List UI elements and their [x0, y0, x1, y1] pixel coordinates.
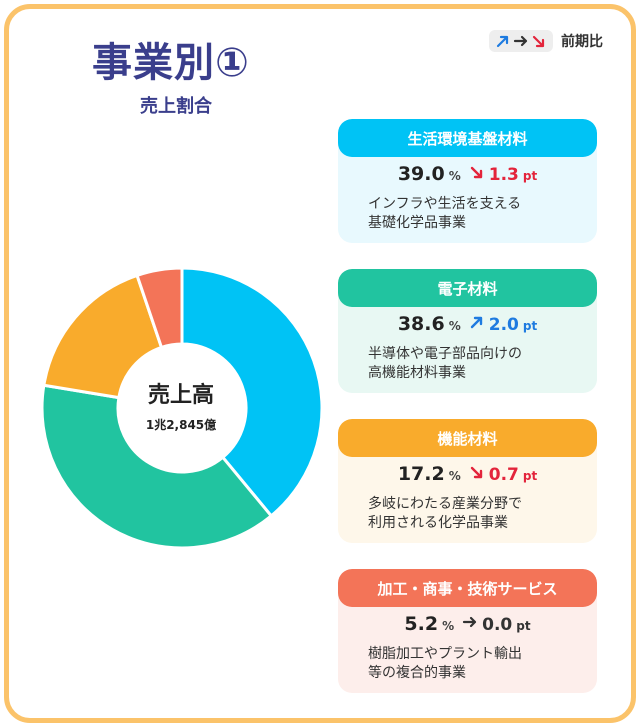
segment-name: 生活環境基盤材料 — [338, 119, 597, 157]
segment-change-unit: pt — [522, 469, 538, 483]
donut-center: 売上高 1兆2,845億 — [121, 382, 241, 433]
up-arrow-icon — [496, 35, 509, 48]
segment-stat: 17.2 % 0.7 pt — [368, 463, 583, 493]
segment-share: 38.6 — [397, 313, 445, 335]
donut-slice-1 — [180, 266, 324, 518]
segment-description: 多岐にわたる産業分野で 利用される化学品事業 — [368, 496, 522, 531]
legend-label: 前期比 — [561, 34, 603, 50]
segment-change: 1.3 — [488, 165, 519, 185]
segment-card: 加工・商事・技術サービス 5.2 % 0.0 pt 樹脂加工やプラント輸出 等の… — [338, 569, 597, 693]
page-subtitle: 売上割合 — [140, 96, 212, 117]
segment-body: 38.6 % 2.0 pt 半導体や電子部品向けの 高機能材料事業 — [338, 307, 597, 393]
segment-card: 電子材料 38.6 % 2.0 pt 半導体や電子部品向けの 高機能材料事業 — [338, 269, 597, 393]
segment-stat: 38.6 % 2.0 pt — [368, 313, 583, 343]
flat-arrow-icon — [513, 35, 528, 47]
page-title: 事業別① — [92, 40, 250, 86]
segment-name: 機能材料 — [338, 419, 597, 457]
segment-name: 電子材料 — [338, 269, 597, 307]
segment-body: 39.0 % 1.3 pt インフラや生活を支える 基礎化学品事業 — [338, 157, 597, 243]
donut-slice-3 — [42, 273, 164, 400]
sales-donut-chart — [40, 266, 324, 550]
flat-arrow-icon — [463, 616, 477, 628]
segment-body: 17.2 % 0.7 pt 多岐にわたる産業分野で 利用される化学品事業 — [338, 457, 597, 543]
segment-stat: 39.0 % 1.3 pt — [368, 163, 583, 193]
segment-card: 生活環境基盤材料 39.0 % 1.3 pt インフラや生活を支える 基礎化学品… — [338, 119, 597, 243]
segment-name: 加工・商事・技術サービス — [338, 569, 597, 607]
donut-slice-2 — [40, 383, 274, 550]
segment-share-unit: % — [442, 619, 455, 633]
segment-share: 17.2 — [397, 463, 445, 485]
segment-change-unit: pt — [516, 619, 531, 633]
change-legend: 前期比 — [489, 29, 603, 53]
segment-share-unit: % — [448, 169, 461, 183]
segment-share-unit: % — [448, 319, 461, 333]
segment-change: 0.7 — [488, 465, 519, 485]
segment-change: 2.0 — [488, 315, 519, 335]
up-arrow-icon — [470, 316, 482, 329]
down-arrow-icon — [532, 35, 545, 48]
segment-description: 半導体や電子部品向けの 高機能材料事業 — [368, 346, 522, 381]
center-value: 1兆2,845億 — [145, 418, 217, 432]
center-title: 売上高 — [147, 383, 214, 408]
down-arrow-icon — [470, 166, 482, 179]
legend-arrows — [489, 30, 553, 52]
segment-body: 5.2 % 0.0 pt 樹脂加工やプラント輸出 等の複合的事業 — [338, 607, 597, 693]
segment-share-unit: % — [448, 469, 461, 483]
segment-share: 5.2 — [404, 613, 439, 635]
segment-stat: 5.2 % 0.0 pt — [368, 613, 583, 643]
segment-description: 樹脂加工やプラント輸出 等の複合的事業 — [368, 646, 522, 681]
segment-change-unit: pt — [522, 319, 538, 333]
segment-share: 39.0 — [397, 163, 445, 185]
segment-description: インフラや生活を支える 基礎化学品事業 — [368, 196, 522, 231]
down-arrow-icon — [470, 466, 482, 479]
segment-change-unit: pt — [522, 169, 538, 183]
donut-slice-4 — [135, 266, 184, 350]
segment-card: 機能材料 17.2 % 0.7 pt 多岐にわたる産業分野で 利用される化学品事… — [338, 419, 597, 543]
segment-change: 0.0 — [482, 615, 513, 635]
